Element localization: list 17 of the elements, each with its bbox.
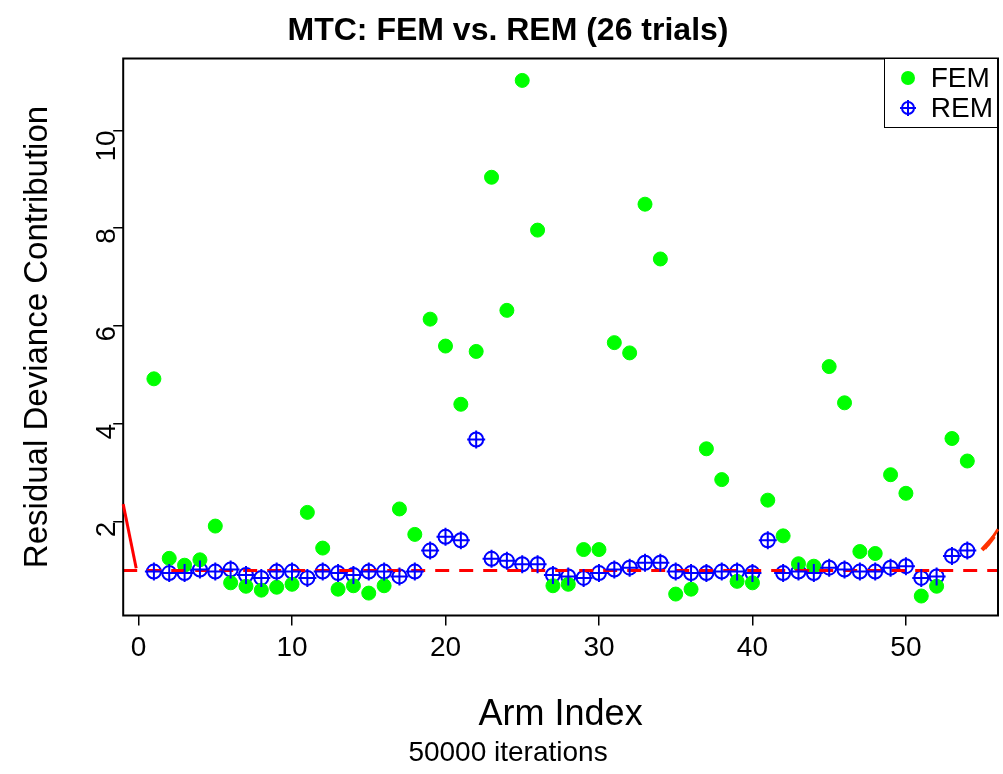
- x-tick-label: 30: [583, 631, 615, 663]
- y-tick-label: 10: [89, 130, 121, 162]
- legend-label: REM: [930, 92, 993, 124]
- y-tick-label: 8: [89, 228, 121, 244]
- chart-title: MTC: FEM vs. REM (26 trials): [287, 11, 729, 48]
- y-axis-title: Residual Deviance Contribution: [16, 105, 54, 569]
- x-tick-label: 0: [130, 631, 147, 663]
- x-tick-label: 20: [429, 631, 462, 663]
- x-tick-label: 40: [736, 631, 769, 663]
- y-tick-label: 4: [89, 423, 121, 440]
- x-tick-label: 10: [276, 631, 308, 663]
- x-axis-title: Arm Index: [478, 691, 643, 733]
- y-tick-label: 6: [89, 325, 121, 342]
- text: 50000 iterations: [408, 735, 608, 767]
- x-tick-label: 50: [890, 631, 922, 663]
- legend-label: FEM: [930, 62, 990, 94]
- y-tick-label: 2: [89, 521, 121, 538]
